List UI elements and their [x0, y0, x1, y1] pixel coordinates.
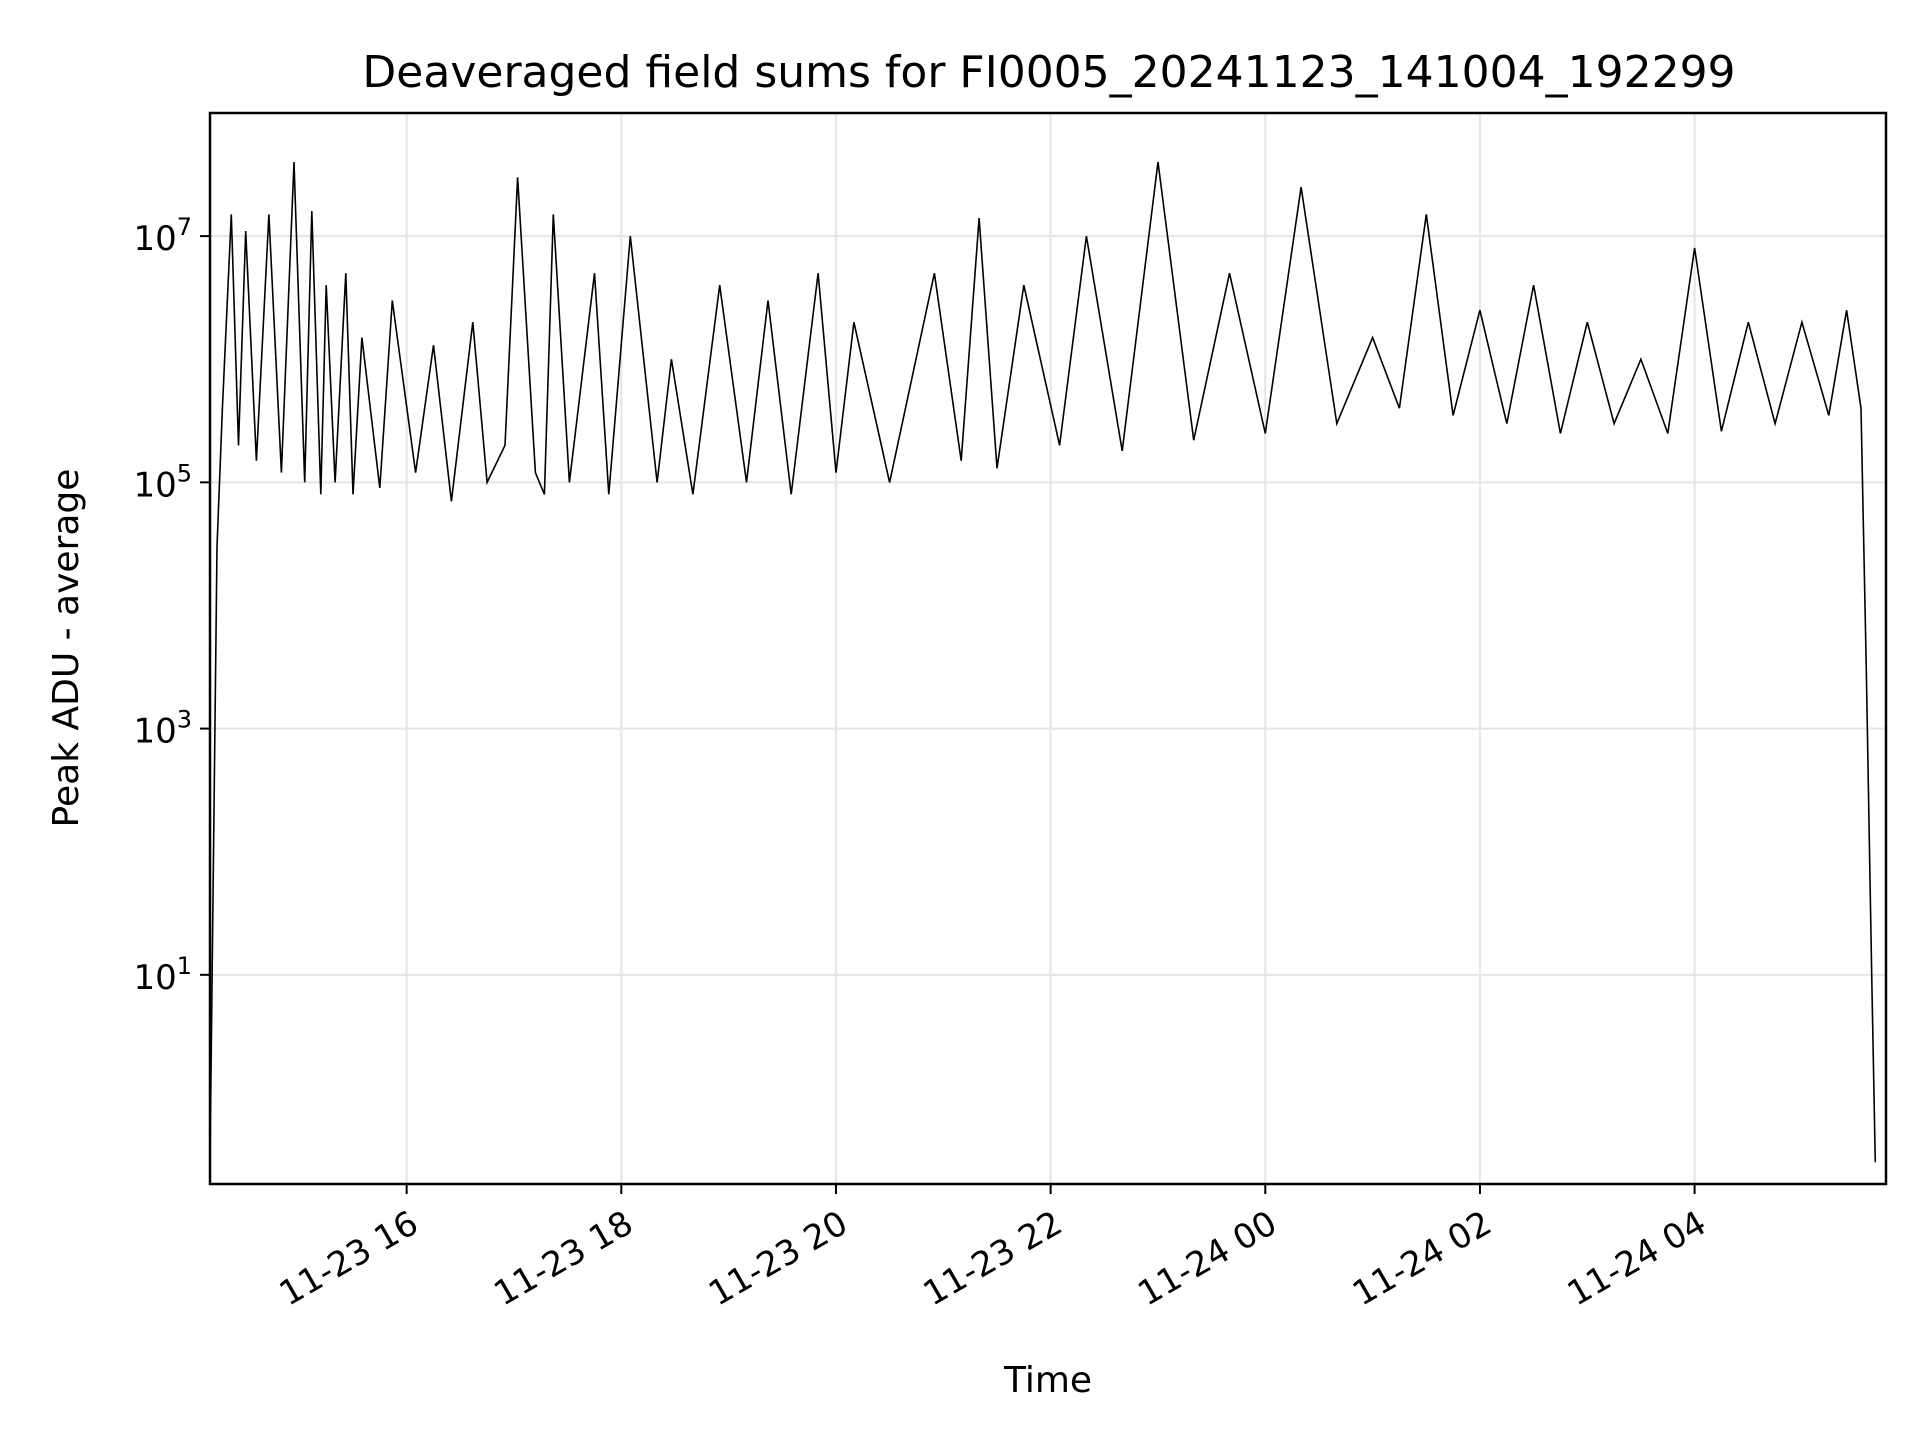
x-tick-label: 11-23 20 [702, 1203, 854, 1314]
x-tick-label: 11-23 18 [487, 1203, 639, 1314]
y-tick-label: 105 [133, 459, 192, 505]
chart-title: Deaveraged field sums for FI0005_2024112… [362, 47, 1735, 98]
x-tick-label: 11-24 02 [1346, 1203, 1498, 1314]
x-tick-label: 11-23 16 [273, 1203, 425, 1314]
data-line [210, 161, 1877, 1163]
y-axis-label: Peak ADU - average [46, 469, 87, 828]
plot-area [210, 161, 1877, 1163]
x-tick-label: 11-24 00 [1131, 1203, 1283, 1314]
gridlines [210, 113, 1886, 1184]
y-tick-label: 107 [133, 213, 192, 259]
plot-frame [208, 111, 1888, 1186]
x-tick-label: 11-24 04 [1561, 1203, 1713, 1314]
x-tick-label: 11-23 22 [917, 1203, 1069, 1314]
x-axis-label: Time [1003, 1360, 1092, 1401]
y-tick-label: 103 [133, 706, 192, 752]
x-axis: 11-23 16 11-23 18 11-23 20 11-23 22 11-24 00… [273, 1184, 1713, 1314]
y-tick-label: 101 [133, 952, 192, 998]
y-axis: 101 103 105 107 [133, 213, 210, 998]
